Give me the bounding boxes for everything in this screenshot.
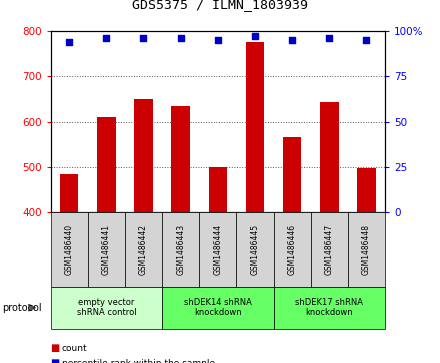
Bar (134, 99, 153, 212)
Text: protocol: protocol (2, 303, 42, 313)
Text: ■: ■ (51, 343, 60, 354)
Point (140, 35, 147, 41)
Bar (320, 102, 338, 212)
Text: shDEK14 shRNA
knockdown: shDEK14 shRNA knockdown (184, 298, 252, 317)
Text: GSM1486447: GSM1486447 (325, 224, 334, 275)
Text: ■: ■ (51, 358, 60, 363)
Bar (171, 106, 190, 212)
Point (363, 37, 370, 43)
Text: count: count (62, 344, 87, 353)
Text: GSM1486445: GSM1486445 (250, 224, 260, 275)
Text: GSM1486448: GSM1486448 (362, 224, 371, 275)
Text: GSM1486441: GSM1486441 (102, 224, 111, 275)
Point (66, 39, 73, 45)
Text: GDS5375 / ILMN_1803939: GDS5375 / ILMN_1803939 (132, 0, 308, 11)
Bar (97, 117, 116, 212)
Bar (283, 137, 301, 212)
Bar (246, 42, 264, 212)
Point (177, 35, 184, 41)
Point (289, 37, 296, 43)
Point (214, 37, 221, 43)
Text: GSM1486446: GSM1486446 (288, 224, 297, 275)
Text: GSM1486440: GSM1486440 (65, 224, 73, 275)
Bar (357, 168, 376, 212)
Point (251, 33, 258, 39)
Text: percentile rank within the sample: percentile rank within the sample (62, 359, 215, 363)
Text: GSM1486444: GSM1486444 (213, 224, 222, 275)
Point (326, 35, 333, 41)
Text: GSM1486442: GSM1486442 (139, 224, 148, 275)
Text: GSM1486443: GSM1486443 (176, 224, 185, 275)
Text: shDEK17 shRNA
knockdown: shDEK17 shRNA knockdown (295, 298, 363, 317)
Point (103, 35, 110, 41)
Text: empty vector
shRNA control: empty vector shRNA control (77, 298, 136, 317)
Bar (209, 167, 227, 212)
Bar (60, 174, 78, 212)
